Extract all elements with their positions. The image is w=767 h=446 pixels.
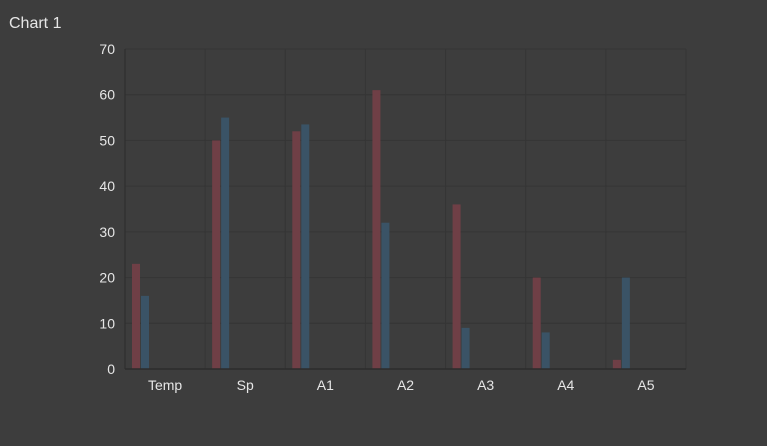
grid-lines [125,48,687,370]
x-tick-label-sp: Sp [237,377,254,393]
y-axis-ticks: 0 10 20 30 40 50 60 70 [99,41,115,377]
bar-series-1-temp [132,263,140,369]
bar-series-1-a3 [452,204,461,369]
bar-series-2-a4 [541,332,550,369]
y-tick-label-70: 70 [99,41,115,57]
x-tick-label-a1: A1 [317,377,334,393]
bar-series-1-a5 [612,359,621,369]
y-tick-label-40: 40 [99,178,115,194]
bar-series-1-sp [212,140,221,369]
y-tick-label-0: 0 [107,361,115,377]
y-tick-label-50: 50 [99,132,115,148]
bar-series-2-temp [141,295,149,369]
bar-series-1-a1 [292,131,301,369]
bar-series-1-a2 [372,90,381,370]
bar-series-2-a1 [301,124,310,369]
x-tick-label-a2: A2 [397,377,414,393]
x-tick-label-temp: Temp [148,377,182,393]
x-axis-ticks: Temp Sp A1 A2 A3 A4 A5 [148,377,655,393]
y-tick-label-60: 60 [99,87,115,103]
bar-series-2-sp [221,117,230,369]
axes [124,49,686,370]
bar-series-2-a2 [381,222,390,369]
bars [132,90,630,370]
y-tick-label-30: 30 [99,224,115,240]
bar-series-2-a5 [621,277,630,369]
bar-series-1-a4 [532,277,541,369]
x-tick-label-a4: A4 [557,377,574,393]
chart-title: Chart 1 [9,15,62,32]
x-tick-label-a3: A3 [477,377,494,393]
x-tick-label-a5: A5 [637,377,654,393]
y-tick-label-10: 10 [99,315,115,331]
y-tick-label-20: 20 [99,270,115,286]
bar-series-2-a3 [461,327,470,369]
